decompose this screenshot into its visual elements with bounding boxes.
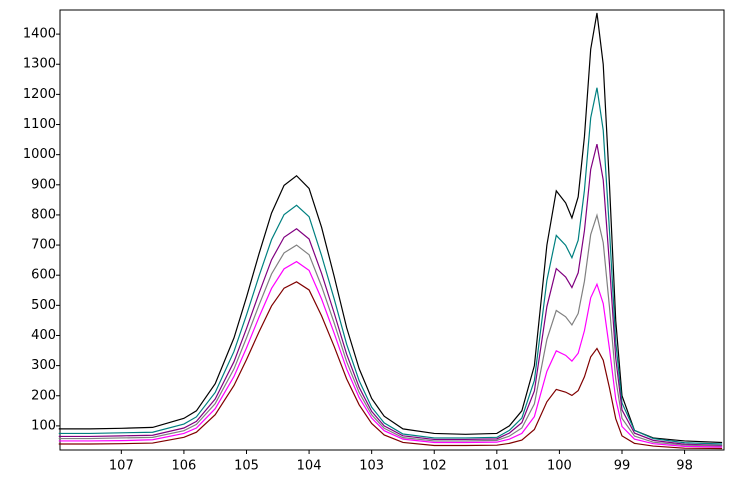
series-line: [58, 281, 723, 450]
y-tick-label: 1400: [23, 27, 56, 42]
x-tick-label: 106: [171, 459, 196, 474]
y-tick-label: 500: [31, 298, 56, 313]
series-line: [58, 212, 723, 447]
y-tick-label: 300: [31, 358, 56, 373]
y-tick-label: 700: [31, 238, 56, 253]
y-tick-label: 1100: [23, 117, 56, 132]
series-line: [58, 12, 723, 444]
y-tick-label: 400: [31, 328, 56, 343]
y-tick-label: 600: [31, 268, 56, 283]
y-tick-label: 800: [31, 207, 56, 222]
y-tick-label: 1000: [23, 147, 56, 162]
y-tick-label: 200: [31, 388, 56, 403]
x-tick-label: 104: [297, 459, 322, 474]
x-tick-label: 107: [109, 459, 134, 474]
y-tick-label: 100: [31, 418, 56, 433]
series-line: [58, 143, 723, 447]
x-tick-label: 102: [422, 459, 447, 474]
x-tick-label: 101: [484, 459, 509, 474]
series-line: [58, 260, 723, 448]
series-line: [58, 87, 723, 445]
x-tick-label: 100: [547, 459, 572, 474]
y-tick-label: 900: [31, 177, 56, 192]
y-tick-label: 1300: [23, 57, 56, 72]
y-tick-label: 1200: [23, 87, 56, 102]
x-tick-label: 103: [359, 459, 384, 474]
x-tick-label: 98: [676, 459, 693, 474]
plot-area: [59, 9, 725, 451]
x-tick-label: 99: [614, 459, 631, 474]
x-tick-label: 105: [234, 459, 259, 474]
